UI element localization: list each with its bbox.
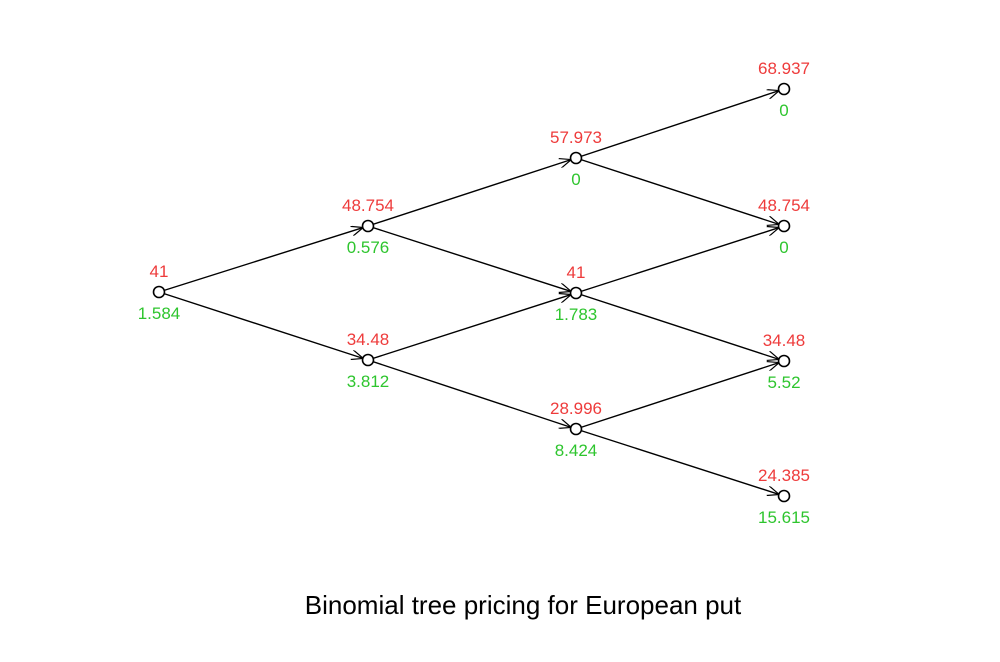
node-marker: [777, 219, 791, 233]
tree-node-n1_0: 34.48 3.812: [347, 330, 390, 391]
diagram-title: Binomial tree pricing for European put: [305, 590, 742, 620]
edge-n2_2-to-n3_3: [575, 91, 778, 159]
node-option-value-label: 3.812: [347, 372, 390, 391]
node-option-value-label: 0: [571, 170, 580, 189]
tree-node-n3_2: 48.754 0: [758, 196, 810, 257]
node-marker: [777, 489, 791, 503]
node-option-value-label: 0.576: [347, 238, 390, 257]
node-option-value-label: 1.783: [555, 305, 598, 324]
edge-n2_0-to-n3_1: [575, 363, 778, 430]
edge-n1_0-to-n2_1: [367, 295, 570, 361]
node-price-label: 41: [567, 263, 586, 282]
edge-n1_1-to-n2_1: [367, 225, 570, 291]
tree-edges: [158, 91, 778, 494]
node-price-label: 41: [150, 262, 169, 281]
edge-n1_0-to-n2_0: [367, 359, 570, 427]
node-marker: [569, 422, 583, 436]
edge-n2_0-to-n3_0: [575, 428, 778, 494]
node-marker: [152, 285, 166, 299]
node-marker: [569, 151, 583, 165]
tree-node-n3_3: 68.937 0: [758, 59, 810, 120]
node-marker: [361, 219, 375, 233]
node-option-value-label: 0: [779, 238, 788, 257]
node-price-label: 24.385: [758, 466, 810, 485]
edge-n0_0-to-n1_1: [158, 228, 362, 293]
node-marker: [569, 286, 583, 300]
node-price-label: 48.754: [758, 196, 810, 215]
node-price-label: 68.937: [758, 59, 810, 78]
tree-node-n2_0: 28.996 8.424: [550, 399, 602, 460]
tree-node-n1_1: 48.754 0.576: [342, 196, 394, 257]
tree-node-n0_0: 41 1.584: [138, 262, 181, 323]
node-marker: [777, 354, 791, 368]
edge-n0_0-to-n1_0: [158, 291, 362, 358]
node-price-label: 34.48: [763, 331, 806, 350]
node-option-value-label: 5.52: [767, 373, 800, 392]
node-price-label: 57.973: [550, 128, 602, 147]
node-option-value-label: 0: [779, 101, 788, 120]
node-marker: [777, 82, 791, 96]
tree-node-n2_2: 57.973 0: [550, 128, 602, 189]
node-price-label: 28.996: [550, 399, 602, 418]
edge-n1_1-to-n2_2: [367, 160, 570, 227]
tree-nodes: 41 1.584 48.754 0.576 34.48 3.812 57.973 0 41 1.7…: [138, 59, 810, 527]
edge-n2_1-to-n3_1: [575, 292, 778, 359]
node-option-value-label: 15.615: [758, 508, 810, 527]
edge-n2_1-to-n3_2: [575, 228, 778, 294]
node-price-label: 48.754: [342, 196, 394, 215]
edge-n2_2-to-n3_2: [575, 157, 778, 224]
tree-node-n2_1: 41 1.783: [555, 263, 598, 324]
node-price-label: 34.48: [347, 330, 390, 349]
node-marker: [361, 353, 375, 367]
tree-node-n3_1: 34.48 5.52: [763, 331, 806, 392]
tree-node-n3_0: 24.385 15.615: [758, 466, 810, 527]
node-option-value-label: 1.584: [138, 304, 181, 323]
node-option-value-label: 8.424: [555, 441, 598, 460]
